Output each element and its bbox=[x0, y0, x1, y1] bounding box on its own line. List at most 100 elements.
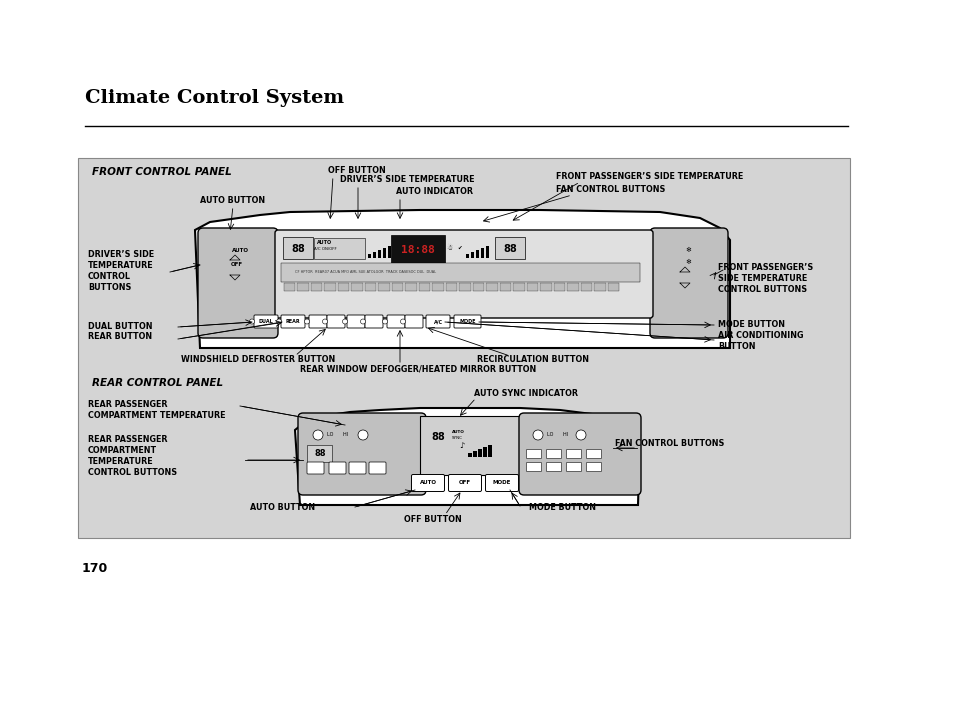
Bar bbox=[466, 254, 469, 258]
Text: AUTO SYNC INDICATOR: AUTO SYNC INDICATOR bbox=[474, 389, 578, 398]
Text: FAN CONTROL BUTTONS: FAN CONTROL BUTTONS bbox=[615, 439, 723, 447]
FancyBboxPatch shape bbox=[426, 315, 450, 328]
Text: 88: 88 bbox=[502, 244, 517, 254]
FancyBboxPatch shape bbox=[458, 283, 471, 291]
Text: AUTO: AUTO bbox=[232, 248, 248, 253]
Bar bbox=[388, 246, 391, 258]
FancyBboxPatch shape bbox=[78, 158, 849, 538]
Circle shape bbox=[342, 319, 347, 324]
Bar bbox=[481, 248, 484, 258]
FancyBboxPatch shape bbox=[351, 283, 362, 291]
Circle shape bbox=[576, 430, 585, 440]
FancyBboxPatch shape bbox=[411, 474, 444, 491]
Text: ❄: ❄ bbox=[684, 259, 690, 265]
Bar bbox=[488, 445, 491, 457]
Text: OFF: OFF bbox=[458, 481, 471, 486]
FancyBboxPatch shape bbox=[526, 283, 537, 291]
Text: REAR: REAR bbox=[285, 319, 300, 324]
Text: ❄: ❄ bbox=[684, 247, 690, 253]
FancyBboxPatch shape bbox=[327, 315, 345, 328]
Text: A/C: A/C bbox=[433, 319, 442, 324]
FancyBboxPatch shape bbox=[324, 283, 335, 291]
FancyBboxPatch shape bbox=[377, 283, 390, 291]
FancyBboxPatch shape bbox=[283, 283, 295, 291]
FancyBboxPatch shape bbox=[454, 315, 480, 328]
Circle shape bbox=[382, 319, 387, 324]
Text: MODE BUTTON: MODE BUTTON bbox=[718, 320, 784, 329]
Text: REAR CONTROL PANEL: REAR CONTROL PANEL bbox=[91, 378, 223, 388]
Text: MODE BUTTON: MODE BUTTON bbox=[529, 503, 596, 512]
Text: FRONT PASSENGER’S
SIDE TEMPERATURE
CONTROL BUTTONS: FRONT PASSENGER’S SIDE TEMPERATURE CONTR… bbox=[718, 263, 812, 294]
FancyBboxPatch shape bbox=[567, 283, 578, 291]
FancyBboxPatch shape bbox=[495, 237, 524, 259]
Bar bbox=[374, 252, 376, 258]
Text: LO: LO bbox=[543, 432, 553, 437]
FancyBboxPatch shape bbox=[553, 283, 565, 291]
Circle shape bbox=[357, 430, 368, 440]
Text: WINDSHIELD DEFROSTER BUTTON: WINDSHIELD DEFROSTER BUTTON bbox=[181, 355, 335, 364]
FancyBboxPatch shape bbox=[432, 283, 443, 291]
FancyBboxPatch shape bbox=[526, 449, 541, 459]
Text: 88: 88 bbox=[291, 244, 305, 254]
Text: MODE: MODE bbox=[493, 481, 511, 486]
FancyBboxPatch shape bbox=[347, 315, 365, 328]
FancyBboxPatch shape bbox=[329, 462, 346, 474]
Polygon shape bbox=[294, 408, 639, 505]
FancyBboxPatch shape bbox=[364, 283, 375, 291]
Circle shape bbox=[250, 319, 254, 324]
Text: 88: 88 bbox=[431, 432, 444, 442]
Bar bbox=[471, 252, 474, 258]
FancyBboxPatch shape bbox=[274, 230, 652, 318]
FancyBboxPatch shape bbox=[198, 228, 277, 338]
FancyBboxPatch shape bbox=[546, 449, 561, 459]
Bar bbox=[383, 248, 386, 258]
Text: HI: HI bbox=[562, 432, 571, 437]
Text: MODE: MODE bbox=[458, 319, 476, 324]
FancyBboxPatch shape bbox=[297, 283, 309, 291]
FancyBboxPatch shape bbox=[445, 283, 456, 291]
FancyBboxPatch shape bbox=[369, 462, 386, 474]
FancyBboxPatch shape bbox=[485, 474, 518, 491]
FancyBboxPatch shape bbox=[418, 283, 430, 291]
Text: ♪: ♪ bbox=[458, 440, 464, 449]
Circle shape bbox=[322, 319, 327, 324]
Text: ☃: ☃ bbox=[446, 245, 453, 251]
FancyBboxPatch shape bbox=[607, 283, 618, 291]
Text: REAR PASSENGER
COMPARTMENT
TEMPERATURE
CONTROL BUTTONS: REAR PASSENGER COMPARTMENT TEMPERATURE C… bbox=[88, 435, 177, 477]
FancyBboxPatch shape bbox=[297, 413, 426, 495]
Text: RECIRCULATION BUTTON: RECIRCULATION BUTTON bbox=[476, 355, 588, 364]
Text: DRIVER’S SIDE TEMPERATURE: DRIVER’S SIDE TEMPERATURE bbox=[339, 175, 474, 184]
FancyBboxPatch shape bbox=[526, 462, 541, 471]
FancyBboxPatch shape bbox=[253, 315, 277, 328]
FancyBboxPatch shape bbox=[283, 237, 313, 259]
FancyBboxPatch shape bbox=[419, 416, 523, 475]
Polygon shape bbox=[194, 210, 729, 348]
Text: FRONT PASSENGER’S SIDE TEMPERATURE: FRONT PASSENGER’S SIDE TEMPERATURE bbox=[556, 172, 742, 181]
Text: FRONT CONTROL PANEL: FRONT CONTROL PANEL bbox=[91, 167, 232, 177]
FancyBboxPatch shape bbox=[391, 235, 444, 263]
FancyBboxPatch shape bbox=[472, 283, 484, 291]
Bar bbox=[483, 447, 486, 457]
Text: HI: HI bbox=[343, 432, 351, 437]
Bar bbox=[476, 250, 479, 258]
FancyBboxPatch shape bbox=[307, 462, 324, 474]
FancyBboxPatch shape bbox=[309, 315, 327, 328]
Text: SYNC: SYNC bbox=[452, 436, 462, 440]
FancyBboxPatch shape bbox=[311, 283, 322, 291]
Text: REAR WINDOW DEFOGGER/HEATED MIRROR BUTTON: REAR WINDOW DEFOGGER/HEATED MIRROR BUTTO… bbox=[299, 365, 536, 374]
Text: AUTO INDICATOR: AUTO INDICATOR bbox=[395, 187, 473, 196]
FancyBboxPatch shape bbox=[349, 462, 366, 474]
FancyBboxPatch shape bbox=[566, 462, 581, 471]
Text: AUTO BUTTON: AUTO BUTTON bbox=[200, 196, 265, 205]
FancyBboxPatch shape bbox=[539, 283, 551, 291]
Circle shape bbox=[400, 319, 405, 324]
FancyBboxPatch shape bbox=[499, 283, 511, 291]
FancyBboxPatch shape bbox=[649, 228, 727, 338]
FancyBboxPatch shape bbox=[365, 315, 382, 328]
Text: LO: LO bbox=[324, 432, 333, 437]
Text: DUAL: DUAL bbox=[258, 319, 274, 324]
Bar bbox=[477, 449, 481, 457]
Bar bbox=[368, 254, 371, 258]
FancyBboxPatch shape bbox=[405, 315, 422, 328]
FancyBboxPatch shape bbox=[586, 462, 601, 471]
